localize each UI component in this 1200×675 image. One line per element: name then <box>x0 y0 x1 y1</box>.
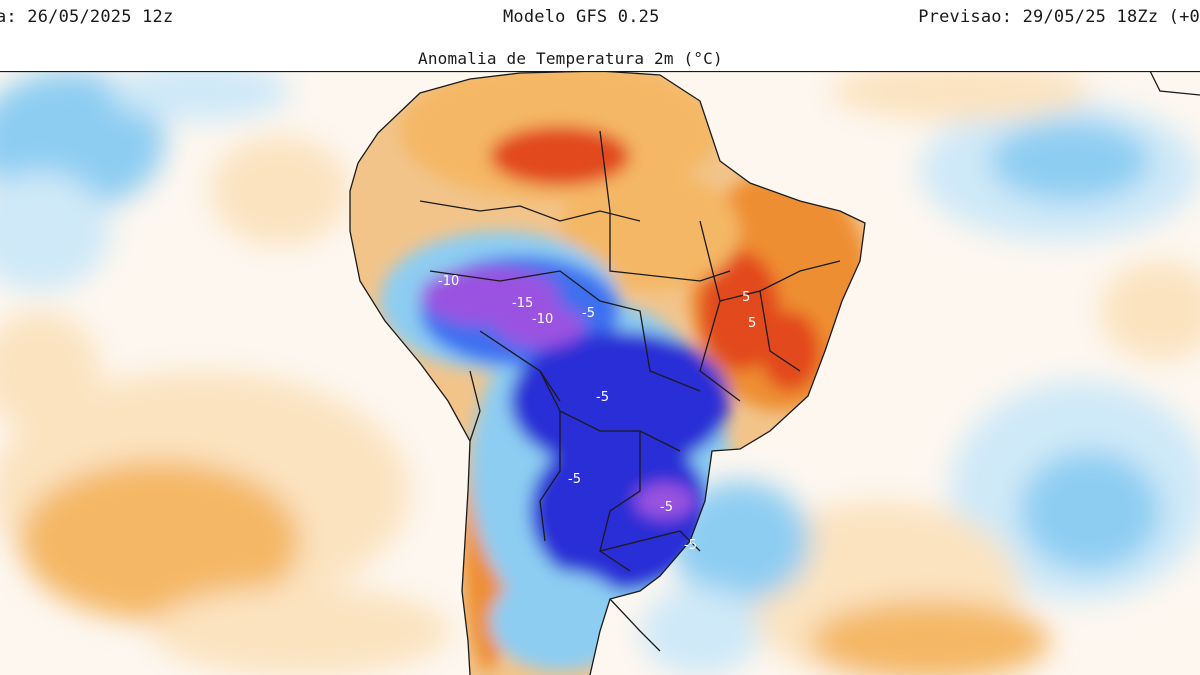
contour-label: -10 <box>532 312 553 327</box>
forecast-valid-label: Previsao: 29/05/25 18Zz (+0 <box>918 7 1200 27</box>
map-header: a: 26/05/2025 12z Modelo GFS 0.25 Previs… <box>0 0 1200 72</box>
contour-label: -5 <box>660 500 673 515</box>
contour-label: -5 <box>568 472 581 487</box>
contour-label: -5 <box>684 538 697 553</box>
contour-label: 5 <box>748 316 756 331</box>
map-title: Anomalia de Temperatura 2m (°C) <box>418 49 723 68</box>
contour-label: 5 <box>742 290 750 305</box>
model-label: Modelo GFS 0.25 <box>503 7 660 27</box>
contour-label: -5 <box>596 390 609 405</box>
contour-label: -5 <box>582 306 595 321</box>
contour-label: -15 <box>512 296 533 311</box>
political-borders <box>349 71 866 675</box>
temperature-anomaly-map: -10 -15 -10 -5 -5 -5 -5 5 5 -5 <box>0 71 1200 675</box>
run-date-label: a: 26/05/2025 12z <box>0 7 174 27</box>
contour-labels: -10 -15 -10 -5 -5 -5 -5 5 5 -5 <box>438 274 756 553</box>
africa-coastline <box>1149 71 1200 96</box>
contour-label: -10 <box>438 274 459 289</box>
